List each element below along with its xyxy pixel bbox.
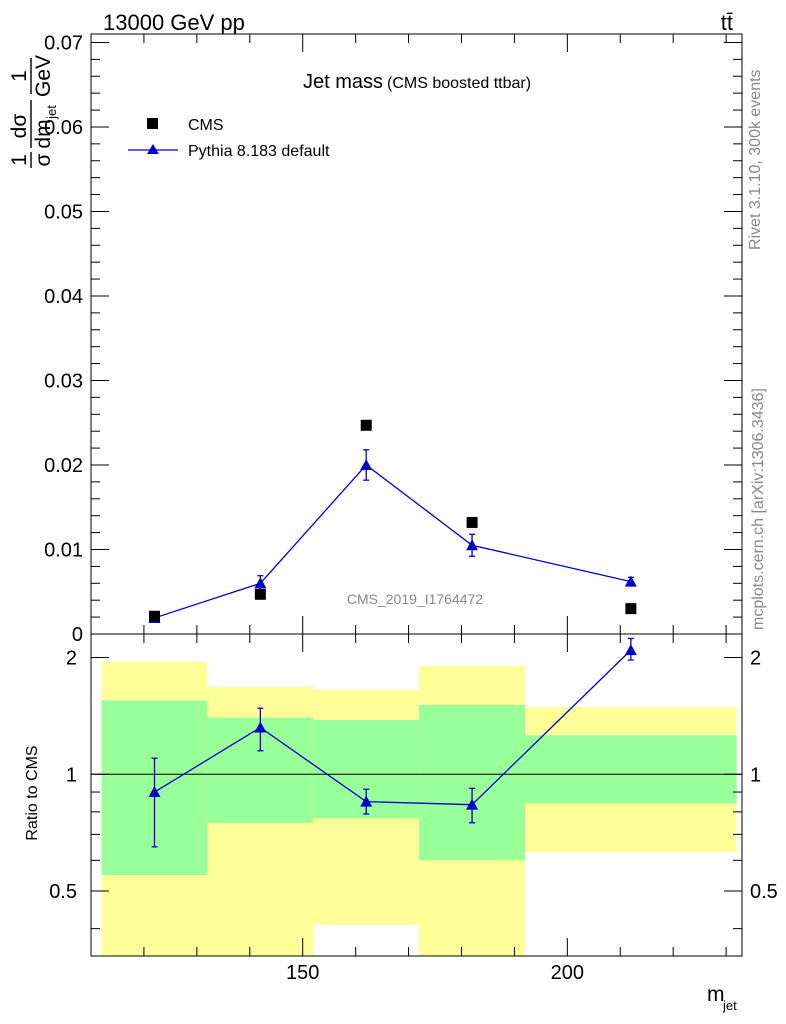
ratio-pythia-point: [254, 721, 267, 733]
plot-title: Jet mass (CMS boosted ttbar): [303, 71, 531, 93]
cms-point: [360, 419, 372, 431]
ylabel-frac3-num: 1: [8, 70, 31, 82]
x-axis-label: m jet: [707, 983, 737, 1013]
process-label: tt̄: [721, 10, 733, 35]
ratio-pythia-series: [148, 637, 637, 848]
ylabel-frac1-num: 1: [8, 154, 31, 166]
cms-point: [625, 603, 637, 615]
ratio-pythia-point: [466, 798, 479, 810]
source-label: mcplots.cern.ch [arXiv:1306.3436]: [750, 388, 767, 630]
plot-title-main: Jet mass: [303, 71, 383, 93]
x-axis-label-sub: jet: [722, 998, 737, 1013]
main-y-tick-label: 0.06: [44, 117, 83, 139]
ylabel-jet-sub: jet: [44, 105, 59, 120]
main-y-tick-label: 0.05: [44, 201, 83, 223]
main-y-ticks: 0 0.01 0.02 0.03 0.04 0.05 0.06 0.07: [44, 32, 742, 646]
ratio-pythia-point: [624, 644, 637, 656]
legend-pythia-label: Pythia 8.183 default: [188, 143, 330, 160]
rivet-version-label: Rivet 3.1.10, 300k events: [747, 69, 764, 250]
analysis-watermark: CMS_2019_I1764472: [347, 591, 483, 607]
ratio-pythia-point: [360, 795, 373, 807]
main-y-tick-label: 0.02: [44, 455, 83, 477]
ratio-bands: [101, 661, 737, 956]
ylabel-dm: dm: [32, 119, 55, 148]
pythia-point: [624, 575, 637, 587]
ratio-y-tick-label-right: 1: [750, 764, 761, 786]
energy-label: 13000 GeV pp: [103, 10, 245, 35]
main-y-tick-label: 0.07: [44, 32, 83, 54]
ylabel-gev: GeV: [32, 55, 55, 97]
ylabel-frac1-den: σ: [32, 153, 55, 166]
x-tick-label: 200: [551, 962, 584, 984]
ratio-frame: [90, 633, 743, 957]
cms-point: [466, 516, 478, 528]
ratio-stat-uncertainty-band: [525, 735, 737, 804]
ylabel-dsigma: dσ: [8, 114, 31, 139]
legend-cms-marker: [147, 118, 158, 129]
ratio-panel: 0.5 0.5 1 1 2 2 150 200: [49, 633, 778, 984]
legend-cms-label: CMS: [188, 117, 224, 134]
cms-point: [254, 588, 266, 600]
pythia-point: [466, 539, 479, 551]
ratio-y-axis-label: Ratio to CMS: [24, 745, 41, 840]
ratio-pythia-point: [148, 786, 161, 798]
legend-pythia-marker: [147, 144, 159, 154]
main-y-tick-label: 0.03: [44, 370, 83, 392]
cms-series: [149, 419, 637, 622]
main-x-ticks: [90, 34, 727, 634]
legend: CMS Pythia 8.183 default: [128, 117, 330, 160]
x-tick-label: 150: [286, 962, 319, 984]
ratio-y-ticks: 0.5 0.5 1 1 2 2: [49, 648, 778, 930]
ratio-y-tick-label-right: 0.5: [750, 881, 778, 903]
ratio-y-tick-label: 0.5: [49, 881, 77, 903]
pythia-point: [360, 458, 373, 470]
ratio-y-tick-label: 2: [66, 648, 77, 670]
ratio-stat-uncertainty-band: [419, 704, 525, 861]
x-axis-label-main: m: [707, 983, 725, 1006]
plot-title-sub: (CMS boosted ttbar): [387, 75, 531, 92]
main-y-tick-label: 0.04: [44, 286, 83, 308]
main-y-axis-label: 1 σ dσ dm jet 1 GeV: [8, 55, 59, 168]
ratio-x-ticks: 150 200: [90, 634, 727, 984]
pythia-point: [254, 577, 267, 589]
cms-point: [149, 610, 161, 622]
ratio-y-tick-label-right: 2: [750, 648, 761, 670]
main-panel: 0 0.01 0.02 0.03 0.04 0.05 0.06 0.07 Jet mass (C…: [44, 32, 743, 646]
main-y-tick-label: 0: [72, 624, 83, 646]
ratio-y-tick-label: 1: [66, 764, 77, 786]
main-y-tick-label: 0.01: [44, 539, 83, 561]
